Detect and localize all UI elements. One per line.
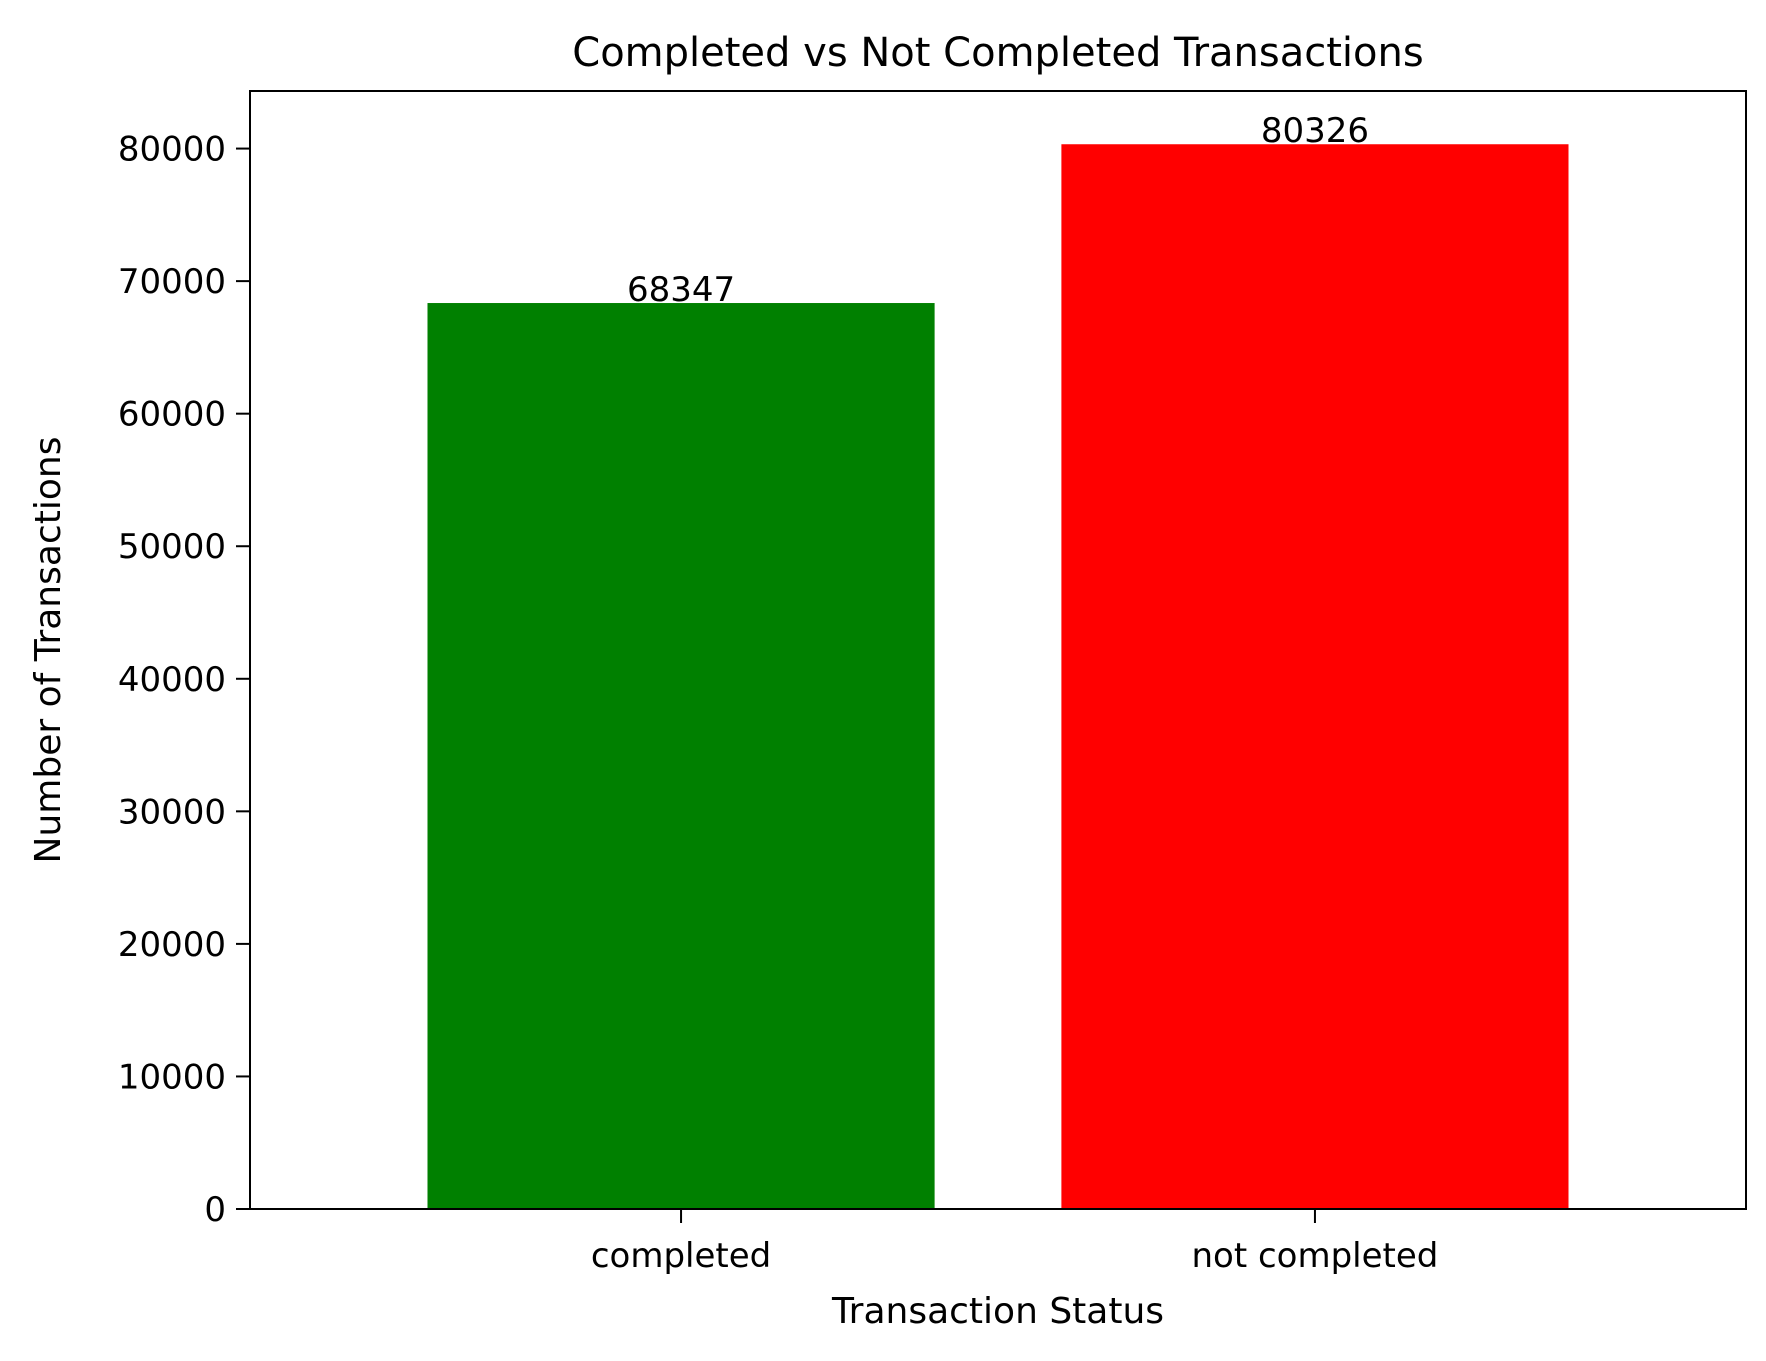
bar-completed: [427, 303, 935, 1209]
y-tick-label: 30000: [118, 792, 226, 832]
data-label-not-completed: 80326: [1261, 111, 1369, 151]
y-tick-label: 40000: [118, 660, 226, 700]
data-label-completed: 68347: [627, 270, 735, 310]
x-tick-label: not completed: [1192, 1236, 1439, 1276]
y-tick-label: 20000: [118, 925, 226, 965]
y-tick-label: 70000: [118, 262, 226, 302]
data-labels-group: 68347 80326: [627, 111, 1369, 310]
y-tick-label: 60000: [118, 395, 226, 435]
plot-area-frame: [249, 90, 1747, 1210]
bar-not-completed: [1061, 144, 1569, 1209]
y-tick-label: 80000: [118, 130, 226, 170]
y-tick-label: 10000: [118, 1057, 226, 1097]
x-axis-ticks: completed not completed: [591, 1209, 1439, 1276]
bars-group: [427, 144, 1569, 1209]
y-tick-label: 0: [204, 1190, 226, 1230]
chart-title: Completed vs Not Completed Transactions: [572, 30, 1423, 76]
x-axis-label: Transaction Status: [831, 1291, 1164, 1332]
x-tick-label: completed: [591, 1236, 771, 1276]
y-axis-ticks: 0 10000 20000 30000 40000 50000 60000 70000 8000…: [118, 130, 250, 1230]
y-axis-label: Number of Transactions: [28, 437, 69, 864]
y-tick-label: 50000: [118, 527, 226, 567]
